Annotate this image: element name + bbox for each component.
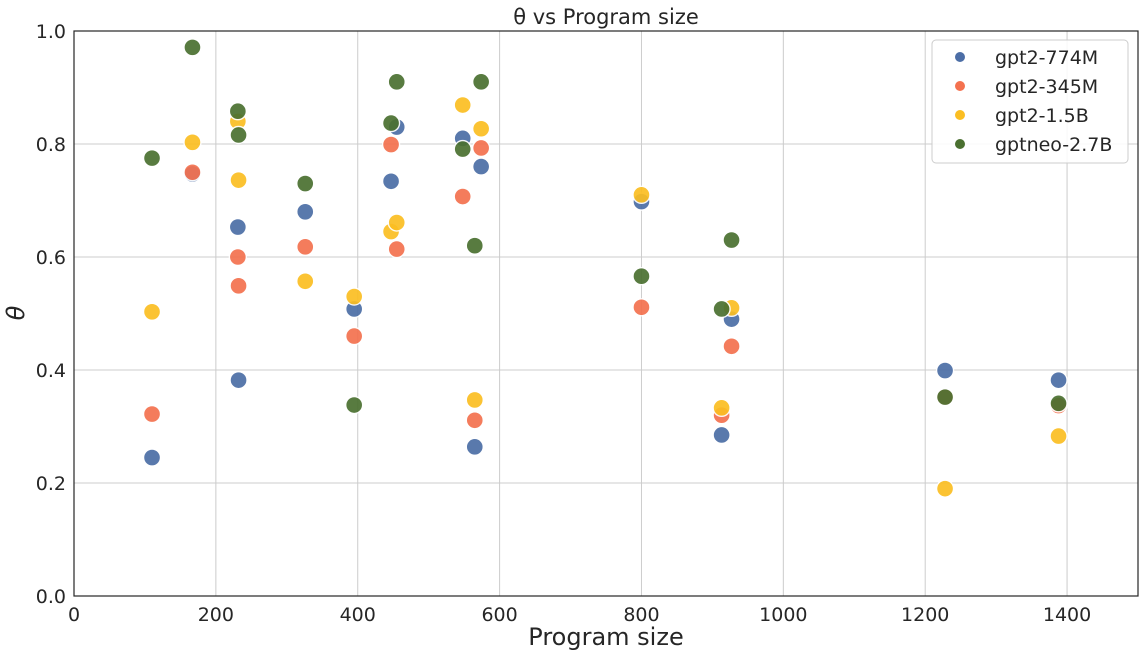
data-point xyxy=(1049,370,1068,390)
data-point xyxy=(1049,394,1068,413)
y-tick-label: 1.0 xyxy=(36,21,66,43)
data-point xyxy=(471,157,491,176)
data-point xyxy=(229,276,248,296)
data-point xyxy=(471,138,491,158)
legend-label: gpt2-1.5B xyxy=(995,105,1089,127)
data-point xyxy=(471,119,491,138)
data-point xyxy=(344,395,364,415)
y-tick-label: 0.2 xyxy=(36,473,66,495)
data-point xyxy=(296,237,315,257)
data-point xyxy=(229,370,248,390)
x-tick-label: 600 xyxy=(481,604,517,626)
legend-marker xyxy=(955,81,965,91)
data-point xyxy=(935,387,955,407)
y-tick-label: 0.8 xyxy=(36,134,66,156)
data-point xyxy=(296,202,315,222)
series-gptneo-2.7B xyxy=(142,38,1068,415)
data-point xyxy=(453,95,472,115)
data-point xyxy=(229,125,248,145)
data-point xyxy=(381,113,401,133)
x-tick-label: 1400 xyxy=(1043,604,1091,626)
data-point xyxy=(387,72,406,92)
data-point xyxy=(183,38,202,57)
x-tick-label: 0 xyxy=(68,604,80,626)
data-point xyxy=(381,172,401,191)
data-point xyxy=(453,187,472,206)
data-point xyxy=(183,133,202,152)
legend-box xyxy=(931,39,1129,164)
legend-label: gpt2-774M xyxy=(995,47,1098,69)
data-point xyxy=(632,185,651,205)
data-point xyxy=(722,337,741,356)
data-point xyxy=(465,411,484,430)
x-tick-label: 200 xyxy=(198,604,234,626)
data-point xyxy=(712,425,731,445)
x-tick-label: 400 xyxy=(340,604,376,626)
data-point xyxy=(183,163,202,182)
x-axis-label: Program size xyxy=(528,623,683,651)
legend-items: gpt2-774M gpt2-345M gpt2-1.5B gptneo-2.7B xyxy=(955,47,1112,156)
data-point xyxy=(712,299,731,319)
x-tick-labels: 0 200 400 600 800 1000 1200 1400 xyxy=(68,604,1091,626)
x-tick-label: 1000 xyxy=(759,604,807,626)
data-point xyxy=(465,236,484,255)
x-tick-label: 1200 xyxy=(901,604,949,626)
series-gpt2-345M xyxy=(142,135,1068,430)
data-point xyxy=(229,170,248,190)
y-tick-label: 0.0 xyxy=(36,586,66,608)
data-point xyxy=(935,361,955,380)
data-point xyxy=(296,174,315,193)
data-point xyxy=(142,404,162,424)
x-tick-label: 800 xyxy=(623,604,659,626)
data-point xyxy=(712,398,731,418)
data-point xyxy=(344,287,364,306)
legend-marker xyxy=(955,52,965,62)
data-point xyxy=(632,298,651,317)
y-tick-label: 0.6 xyxy=(36,247,66,269)
data-point xyxy=(344,326,364,346)
plot-frame xyxy=(73,30,1139,597)
data-point xyxy=(228,102,248,121)
series-gpt2-1.5B xyxy=(142,95,1068,498)
data-point xyxy=(471,72,491,92)
legend-label: gpt2-345M xyxy=(995,76,1098,98)
data-point xyxy=(632,267,651,286)
data-points xyxy=(142,38,1068,498)
data-point xyxy=(381,135,401,154)
data-point xyxy=(465,437,484,457)
data-point xyxy=(228,217,248,237)
y-tick-label: 0.4 xyxy=(36,360,66,382)
data-point xyxy=(228,247,248,267)
legend-marker xyxy=(955,139,965,149)
data-point xyxy=(453,139,472,159)
data-point xyxy=(935,479,955,498)
chart-title: θ vs Program size xyxy=(513,5,699,29)
data-point xyxy=(296,272,315,291)
data-point xyxy=(387,239,406,259)
series-gpt2-774M xyxy=(142,117,1068,467)
data-point xyxy=(722,230,741,250)
legend-label: gptneo-2.7B xyxy=(995,134,1112,156)
data-point xyxy=(142,448,162,467)
data-point xyxy=(387,213,406,232)
data-point xyxy=(465,390,484,410)
legend-marker xyxy=(955,110,965,120)
data-point xyxy=(1049,426,1068,446)
legend: gpt2-774M gpt2-345M gpt2-1.5B gptneo-2.7B xyxy=(931,39,1129,164)
y-axis-label: θ xyxy=(2,305,30,320)
y-tick-labels: 0.0 0.2 0.4 0.6 0.8 1.0 xyxy=(36,21,66,608)
data-point xyxy=(142,148,162,168)
data-point xyxy=(142,302,162,322)
